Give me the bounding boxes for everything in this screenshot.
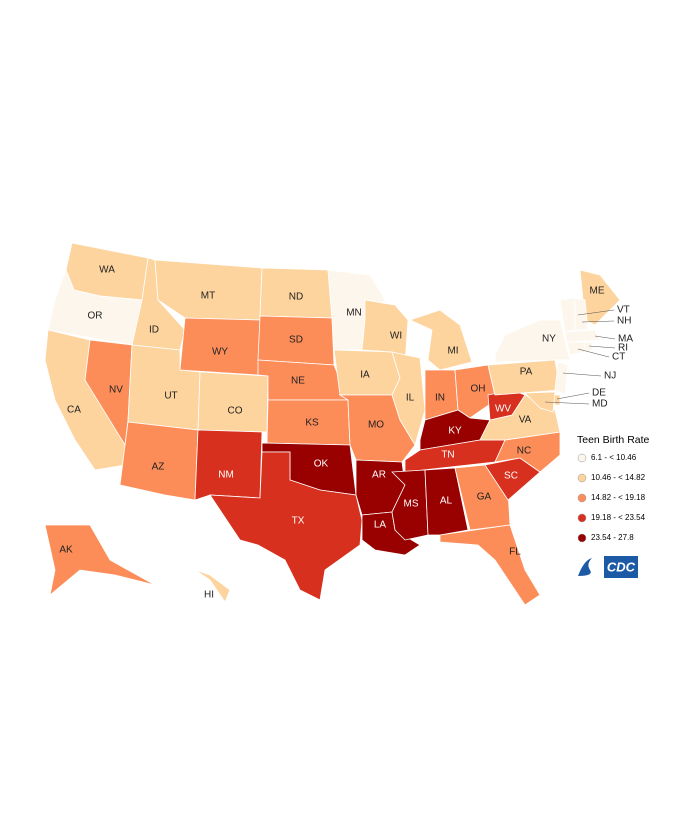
state: [391, 351, 426, 446]
state-label: CO: [228, 406, 243, 417]
leader-line: [577, 309, 615, 316]
legend-label: 6.1 - < 10.46: [591, 453, 637, 462]
state-label: ME: [590, 286, 605, 297]
state-label: CT: [612, 352, 625, 363]
state-label: AZ: [152, 462, 165, 473]
legend-swatch: [577, 453, 587, 463]
state-label: TX: [292, 516, 305, 527]
state-label: KS: [305, 418, 319, 429]
state-label: WY: [212, 347, 228, 358]
state-label: MD: [592, 399, 608, 410]
state: [194, 569, 231, 603]
state-label: GA: [477, 492, 492, 503]
state-label: RI: [618, 343, 628, 354]
state: [524, 391, 556, 413]
state-label: UT: [164, 391, 177, 402]
state-label: OK: [314, 459, 329, 470]
leader-line: [544, 401, 590, 405]
legend-swatch: [577, 473, 587, 483]
state-label: CA: [67, 405, 81, 416]
state: [559, 297, 576, 333]
state-label: NV: [109, 385, 123, 396]
state: [564, 329, 601, 343]
state-label: DE: [592, 388, 606, 399]
state-label: OR: [88, 311, 103, 322]
state-label: NM: [218, 470, 234, 481]
state-label: ID: [149, 325, 159, 336]
state-label: NY: [542, 334, 556, 345]
state-label: SD: [289, 335, 303, 346]
leader-line: [577, 348, 610, 358]
state: [209, 451, 363, 601]
state-label: WA: [99, 265, 115, 276]
state: [584, 341, 593, 353]
state: [44, 524, 156, 597]
state: [566, 341, 586, 356]
state: [494, 319, 571, 363]
legend-swatch: [577, 493, 587, 503]
legend-label: 14.82 - < 19.18: [591, 493, 646, 502]
legend-label: 10.46 - < 14.82: [591, 473, 646, 482]
state-label: MT: [201, 291, 215, 302]
state-label: LA: [374, 520, 387, 531]
state-label: VT: [617, 305, 630, 316]
state-label: NE: [291, 376, 305, 387]
leader-line: [562, 372, 602, 377]
state: [194, 429, 263, 501]
state-label: MS: [404, 499, 419, 510]
state-label: WV: [495, 404, 511, 415]
state-label: WI: [390, 331, 402, 342]
state-label: MI: [447, 346, 458, 357]
logo: CDC: [607, 559, 636, 574]
leader-line: [588, 345, 616, 349]
state-label: FL: [509, 547, 521, 558]
leader-line: [594, 335, 616, 340]
state-label: AR: [372, 470, 386, 481]
state-label: NH: [617, 316, 631, 327]
state-label: AK: [59, 545, 73, 556]
legend-swatch: [577, 513, 587, 523]
state-label: IL: [406, 393, 415, 404]
states: [44, 242, 621, 606]
state: [439, 524, 541, 606]
legend-label: 19.18 - < 23.54: [591, 513, 646, 522]
state-label: AL: [440, 496, 453, 507]
state-label: IN: [435, 393, 445, 404]
state-label: MA: [618, 334, 633, 345]
state: [554, 361, 569, 396]
leader-line: [581, 320, 615, 323]
state-label: NJ: [604, 371, 616, 382]
state-label: MO: [368, 420, 384, 431]
state-label: TN: [441, 450, 454, 461]
legend-swatch: [577, 533, 587, 543]
hhs-logo: [578, 558, 592, 576]
state-label: PA: [520, 367, 533, 378]
state-label: KY: [448, 426, 462, 437]
state-label: OH: [471, 384, 486, 395]
state-label: SC: [504, 471, 518, 482]
state: [197, 371, 269, 433]
state-label: HI: [204, 590, 214, 601]
state-label: ND: [289, 292, 303, 303]
legend-title: Teen Birth Rate: [577, 434, 650, 446]
state: [424, 467, 469, 536]
state-label: NC: [517, 446, 531, 457]
state: [408, 309, 473, 371]
state: [454, 364, 497, 419]
state-label: MN: [346, 308, 362, 319]
legend-label: 23.54 - 27.8: [591, 533, 634, 542]
state-label: IA: [360, 370, 370, 381]
leader-line: [556, 392, 590, 400]
logo-box: [604, 556, 638, 578]
state-label: VA: [519, 415, 532, 426]
